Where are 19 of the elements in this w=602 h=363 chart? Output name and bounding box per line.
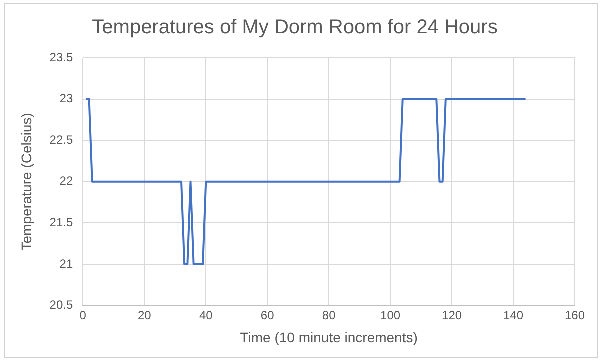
x-tick-label: 80 xyxy=(322,308,336,322)
chart-title: Temperatures of My Dorm Room for 24 Hours xyxy=(92,16,498,39)
y-tick-label: 22 xyxy=(60,174,74,188)
x-tick-label: 160 xyxy=(564,308,586,322)
y-tick-label: 21 xyxy=(60,256,74,271)
x-tick-label: 40 xyxy=(199,308,214,322)
x-tick-label: 120 xyxy=(442,308,462,322)
x-tick-label: 140 xyxy=(504,308,524,322)
y-tick-label: 23.5 xyxy=(50,50,74,64)
y-tick-label: 23 xyxy=(60,92,74,106)
x-tick-label: 20 xyxy=(138,308,152,322)
x-axis-title: Time (10 minute increments) xyxy=(240,329,418,346)
y-tick-label: 20.5 xyxy=(50,298,74,312)
x-tick-label: 0 xyxy=(80,308,87,322)
y-axis-title: Temperature (Celsius) xyxy=(18,113,34,251)
x-tick-label: 60 xyxy=(260,308,275,322)
x-tick-label: 100 xyxy=(380,308,401,322)
y-tick-label: 22.5 xyxy=(50,132,74,147)
y-tick-label: 21.5 xyxy=(50,216,74,230)
